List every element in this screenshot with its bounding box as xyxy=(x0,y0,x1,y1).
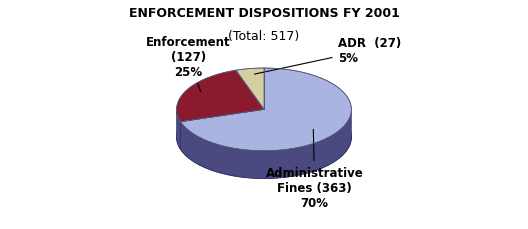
Polygon shape xyxy=(181,112,351,179)
Polygon shape xyxy=(176,71,264,122)
Polygon shape xyxy=(236,69,264,110)
Polygon shape xyxy=(176,111,181,150)
Text: Enforcement
(127)
25%: Enforcement (127) 25% xyxy=(146,36,230,92)
Polygon shape xyxy=(181,69,352,151)
Ellipse shape xyxy=(176,96,352,179)
Text: (Total: 517): (Total: 517) xyxy=(229,30,299,43)
Text: Administrative
Fines (363)
70%: Administrative Fines (363) 70% xyxy=(266,130,363,209)
Text: ADR  (27)
5%: ADR (27) 5% xyxy=(254,36,401,75)
Text: ENFORCEMENT DISPOSITIONS FY 2001: ENFORCEMENT DISPOSITIONS FY 2001 xyxy=(128,7,400,20)
